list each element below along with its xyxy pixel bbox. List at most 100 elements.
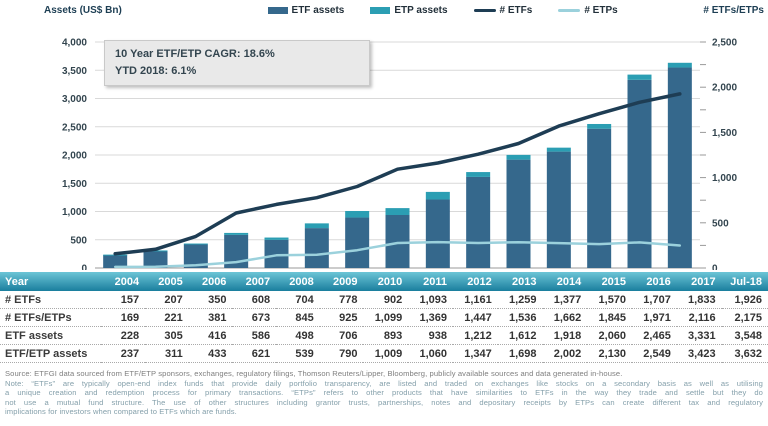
svg-text:2,000: 2,000 <box>62 151 87 162</box>
svg-text:1,000: 1,000 <box>712 173 737 184</box>
legend-label: # ETFs <box>499 4 533 16</box>
table-row: # ETFs 157 207 350 608 704 778 902 1,093 1,161 1,2… <box>0 291 768 309</box>
year-cell: 2014 <box>542 272 588 291</box>
bar-swatch-icon <box>370 6 391 14</box>
value-cell: 3,632 <box>721 344 768 363</box>
value-cell: 2,002 <box>542 344 588 363</box>
value-cell: 221 <box>145 308 189 327</box>
left-axis-title: Assets (US$ Bn) <box>44 4 122 16</box>
value-cell: 673 <box>232 308 277 327</box>
svg-text:4,000: 4,000 <box>62 38 87 49</box>
year-cell: 2006 <box>188 272 233 291</box>
svg-text:0: 0 <box>81 264 87 271</box>
legend-item--etps: # ETPs <box>558 4 618 16</box>
svg-text:1,500: 1,500 <box>62 179 87 190</box>
year-cell: Jul-18 <box>721 272 768 291</box>
data-table: Year 2004 2005 2006 2007 2008 2009 2010 2011 2012… <box>0 272 768 363</box>
value-cell: 539 <box>276 344 320 363</box>
value-cell: 621 <box>232 344 277 363</box>
chart-header: Assets (US$ Bn) ETF assets ETP assets # ET… <box>0 0 768 18</box>
value-cell: 1,347 <box>452 344 498 363</box>
value-cell: 586 <box>232 326 277 345</box>
svg-text:2,500: 2,500 <box>712 38 737 49</box>
cagr-line: 10 Year ETF/ETP CAGR: 18.6% <box>115 48 275 60</box>
value-cell: 1,060 <box>408 344 453 363</box>
value-cell: 498 <box>276 326 320 345</box>
line-swatch-icon <box>558 8 581 12</box>
svg-text:3,500: 3,500 <box>62 66 87 77</box>
value-cell: 1,009 <box>363 344 409 363</box>
value-cell: 790 <box>319 344 364 363</box>
chart-legend: ETF assets ETP assets # ETFs # ETPs <box>182 5 704 16</box>
value-cell: 1,971 <box>632 308 677 327</box>
year-cell: 2008 <box>276 272 320 291</box>
svg-text:0: 0 <box>712 264 718 271</box>
value-cell: 1,918 <box>542 326 588 345</box>
combo-chart: 4,000 3,500 3,000 2,500 2,000 1,500 1,000 500 0 2… <box>62 38 737 275</box>
svg-text:1,000: 1,000 <box>62 207 87 218</box>
value-cell: 1,259 <box>497 291 543 309</box>
legend-label: ETF assets <box>291 4 345 16</box>
row-label: # ETFs/ETPs <box>0 308 102 327</box>
legend-item-etp-assets: ETP assets <box>370 4 448 16</box>
value-cell: 228 <box>101 326 146 345</box>
source-note: Source: ETFGI data sourced from ETF/ETP … <box>5 369 623 378</box>
value-cell: 1,161 <box>452 291 498 309</box>
value-cell: 938 <box>408 326 453 345</box>
year-header-cell: Year <box>0 272 102 291</box>
value-cell: 1,536 <box>497 308 543 327</box>
value-cell: 1,093 <box>408 291 453 309</box>
value-cell: 207 <box>145 291 189 309</box>
table-row: ETF/ETP assets 237 311 433 621 539 790 1,009 1,0… <box>0 344 768 363</box>
year-cell: 2012 <box>452 272 498 291</box>
value-cell: 1,833 <box>676 291 722 309</box>
value-cell: 902 <box>363 291 409 309</box>
value-cell: 706 <box>319 326 364 345</box>
value-cell: 1,369 <box>408 308 453 327</box>
definition-note-line: a unique creation and redemption process… <box>5 388 763 398</box>
year-cell: 2017 <box>676 272 722 291</box>
value-cell: 2,060 <box>587 326 633 345</box>
svg-text:2,500: 2,500 <box>62 122 87 133</box>
svg-text:1,500: 1,500 <box>712 128 737 139</box>
svg-text:3,000: 3,000 <box>62 94 87 105</box>
value-cell: 2,549 <box>632 344 677 363</box>
legend-label: # ETPs <box>584 4 618 16</box>
chart-area: 4,000 3,500 3,000 2,500 2,000 1,500 1,000 500 0 2… <box>0 18 768 275</box>
row-label: # ETFs <box>0 291 102 309</box>
line-swatch-icon <box>473 8 496 12</box>
value-cell: 3,331 <box>676 326 722 345</box>
definition-note-line: not use a mutual fund structure. The use… <box>5 397 763 407</box>
year-cell: 2007 <box>232 272 277 291</box>
value-cell: 1,570 <box>587 291 633 309</box>
value-cell: 2,465 <box>632 326 677 345</box>
value-cell: 416 <box>188 326 233 345</box>
value-cell: 1,612 <box>497 326 543 345</box>
year-cell: 2004 <box>101 272 146 291</box>
value-cell: 845 <box>276 308 320 327</box>
table-header-row: Year 2004 2005 2006 2007 2008 2009 2010 2011 2012… <box>0 272 768 291</box>
value-cell: 157 <box>101 291 146 309</box>
definition-note-line: implications for investors when compared… <box>5 407 237 417</box>
value-cell: 1,698 <box>497 344 543 363</box>
value-cell: 2,130 <box>587 344 633 363</box>
year-cell: 2009 <box>319 272 364 291</box>
table-row: ETF assets 228 305 416 586 498 706 893 938 1,212 1… <box>0 326 768 345</box>
legend-item-etf-assets: ETF assets <box>267 4 345 16</box>
legend-label: ETP assets <box>394 4 448 16</box>
value-cell: 925 <box>319 308 364 327</box>
row-label: ETF assets <box>0 326 102 345</box>
year-cell: 2016 <box>632 272 677 291</box>
year-cell: 2015 <box>587 272 633 291</box>
value-cell: 433 <box>188 344 233 363</box>
value-cell: 778 <box>319 291 364 309</box>
year-cell: 2013 <box>497 272 543 291</box>
svg-text:2,000: 2,000 <box>712 83 737 94</box>
value-cell: 237 <box>101 344 146 363</box>
value-cell: 3,548 <box>721 326 768 345</box>
value-cell: 2,116 <box>676 308 722 327</box>
right-axis-title: # ETFs/ETPs <box>703 4 764 16</box>
value-cell: 1,212 <box>452 326 498 345</box>
row-label: ETF/ETP assets <box>0 344 102 363</box>
